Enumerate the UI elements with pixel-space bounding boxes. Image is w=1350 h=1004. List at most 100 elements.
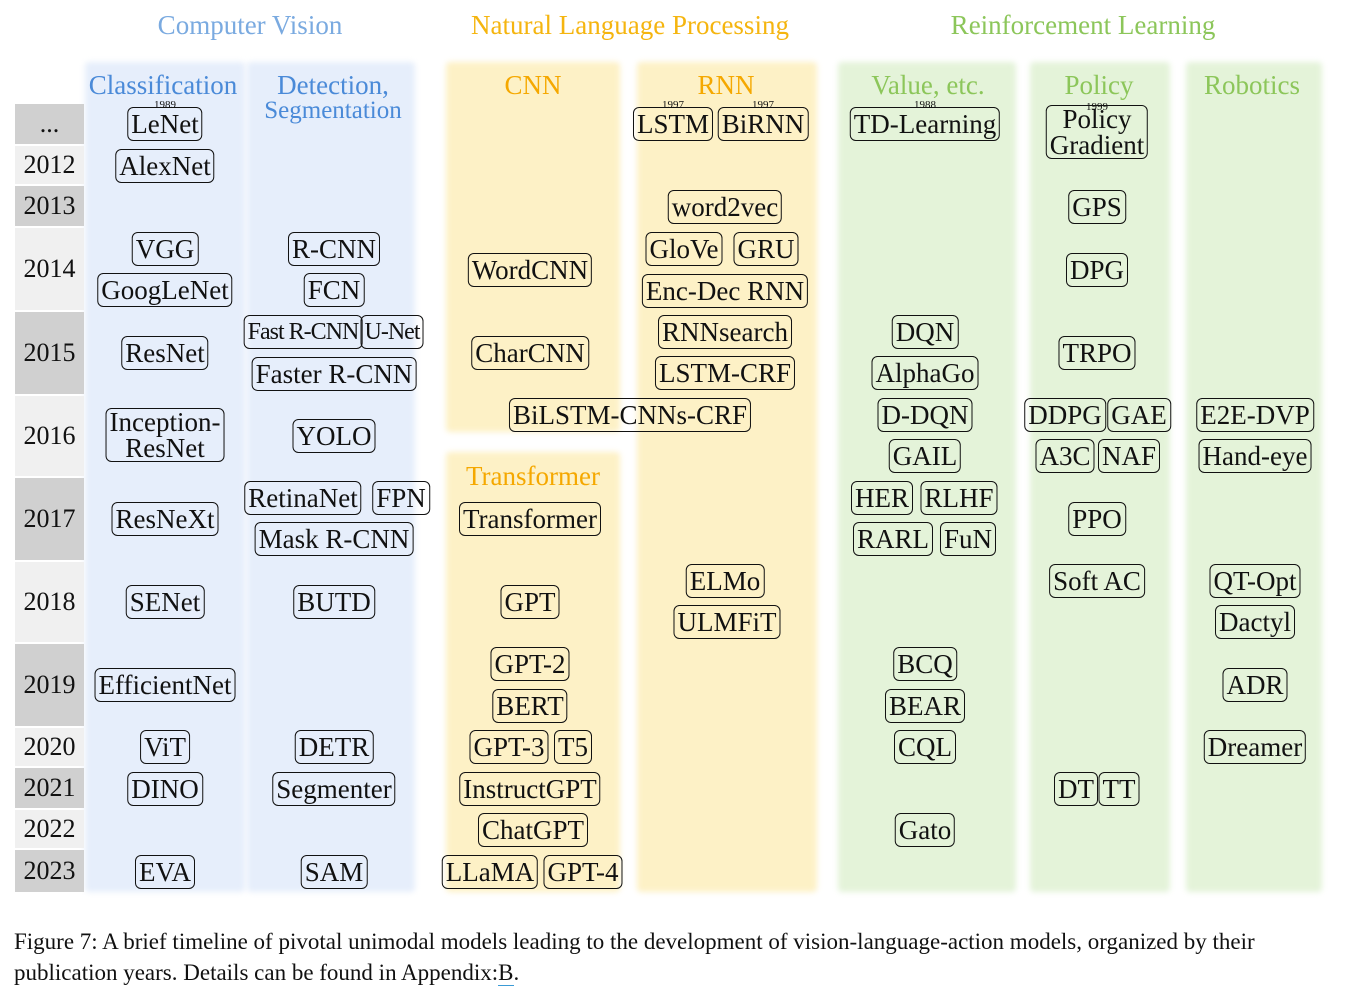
model-alexnet: AlexNet (115, 149, 215, 183)
model-dpg: DPG (1065, 253, 1129, 287)
year-label: 2015 (15, 312, 84, 394)
year-label: 2018 (15, 562, 84, 642)
group-title-cv: Computer Vision (157, 10, 343, 40)
model-rarl: RARL (852, 522, 934, 556)
model-resnet: ResNet (121, 336, 209, 370)
model-charcnn: CharCNN (471, 336, 589, 370)
model-pg-line1: Policy (1062, 104, 1132, 134)
model-glove: GloVe (645, 232, 723, 266)
band-transformer (446, 452, 620, 892)
model-cql: CQL (894, 730, 956, 764)
model-detr: DETR (294, 730, 374, 764)
year-label: 2020 (15, 728, 84, 766)
year-label: 2012 (15, 146, 84, 184)
caption-end: . (513, 960, 520, 985)
model-alphago: AlphaGo (871, 356, 979, 390)
model-fpn: FPN (372, 481, 430, 515)
model-gps: GPS (1068, 190, 1126, 224)
model-bert: BERT (492, 689, 568, 723)
model-dqn: DQN (891, 315, 959, 349)
model-gae: GAE (1107, 398, 1171, 432)
year-label: 2017 (15, 478, 84, 560)
year-label: 2013 (15, 186, 84, 226)
model-ulmfit: ULMFiT (673, 605, 781, 639)
caption-text: Figure 7: A brief timeline of pivotal un… (14, 929, 1255, 985)
model-rcnn: R-CNN (287, 232, 381, 266)
model-fast-rcnn: Fast R-CNN (243, 315, 363, 349)
appendix-link[interactable]: B (498, 960, 514, 986)
model-transformer: Transformer (459, 502, 601, 536)
model-word2vec: word2vec (667, 190, 783, 224)
year-label: 2022 (15, 810, 84, 848)
model-vgg: VGG (131, 232, 199, 266)
model-mask-rcnn: Mask R-CNN (254, 522, 414, 556)
model-dt: DT (1054, 772, 1098, 806)
model-vit: ViT (140, 730, 190, 764)
model-year-note: 1997 (662, 99, 684, 111)
model-unet: U-Net (360, 315, 424, 349)
model-qt-opt: QT-Opt (1209, 564, 1301, 598)
model-dino: DINO (127, 772, 203, 806)
year-label: 2019 (15, 644, 84, 726)
model-bcq: BCQ (893, 647, 957, 681)
group-title-rl: Reinforcement Learning (950, 10, 1216, 40)
model-fcn: FCN (303, 273, 365, 307)
year-label: 2014 (15, 228, 84, 310)
model-t5: T5 (554, 730, 592, 764)
model-hand-eye: Hand-eye (1198, 439, 1312, 473)
model-year-note: 1997 (752, 99, 774, 111)
col-title-value: Value, etc. (871, 70, 985, 100)
model-inception-line1: Inception- (109, 407, 221, 437)
model-bilstm-cnns-crf: BiLSTM-CNNs-CRF (508, 398, 752, 432)
model-dreamer: Dreamer (1203, 730, 1307, 764)
model-gail: GAIL (888, 439, 962, 473)
model-policy-gradient: Policy Gradient (1045, 104, 1149, 159)
band-rnn (637, 62, 817, 892)
col-title-detection-line2: Segmentation (264, 97, 402, 124)
model-a3c: A3C (1035, 439, 1095, 473)
model-year-note: 1999 (1086, 101, 1108, 113)
model-ddpg: DDPG (1024, 398, 1106, 432)
model-googlenet: GoogLeNet (97, 273, 233, 307)
model-senet: SENet (125, 585, 205, 619)
model-fun: FuN (939, 522, 997, 556)
model-butd: BUTD (293, 585, 375, 619)
col-title-rnn: RNN (697, 70, 755, 100)
band-policy (1030, 62, 1170, 892)
model-bear: BEAR (884, 689, 966, 723)
model-instructgpt: InstructGPT (459, 772, 601, 806)
model-gpt-4: GPT-4 (543, 855, 623, 889)
model-d-dqn: D-DQN (877, 398, 973, 432)
col-title-cnn: CNN (504, 70, 562, 100)
model-elmo: ELMo (685, 564, 765, 598)
band-detection (247, 62, 415, 892)
model-eva: EVA (134, 855, 196, 889)
model-rnnsearch: RNNsearch (658, 315, 792, 349)
model-wordcnn: WordCNN (467, 253, 593, 287)
col-title-detection: Detection, Segmentation (264, 72, 401, 124)
model-year-note: 1988 (914, 99, 936, 111)
model-faster-rcnn: Faster R-CNN (251, 357, 417, 391)
model-lstm-crf: LSTM-CRF (654, 356, 796, 390)
band-value (838, 62, 1016, 892)
model-lstm: LSTM (632, 107, 714, 141)
model-ppo: PPO (1068, 502, 1126, 536)
model-soft-ac: Soft AC (1049, 564, 1145, 598)
model-enc-dec-rnn: Enc-Dec RNN (641, 274, 809, 308)
model-her: HER (851, 481, 913, 515)
model-naf: NAF (1097, 439, 1161, 473)
model-dactyl: Dactyl (1215, 605, 1295, 639)
model-gpt: GPT (500, 585, 560, 619)
year-label: 2016 (15, 396, 84, 476)
model-segmenter: Segmenter (272, 772, 396, 806)
band-cnn (446, 62, 620, 432)
model-birnn: BiRNN (717, 107, 809, 141)
model-rlhf: RLHF (920, 481, 998, 515)
model-resnext: ResNeXt (111, 502, 219, 536)
model-gpt-3: GPT-3 (469, 730, 549, 764)
model-tt: TT (1098, 772, 1140, 806)
col-title-classification: Classification (88, 70, 238, 100)
model-lenet: LeNet (127, 107, 203, 141)
model-efficientnet: EfficientNet (94, 668, 236, 702)
band-robotics (1186, 62, 1322, 892)
